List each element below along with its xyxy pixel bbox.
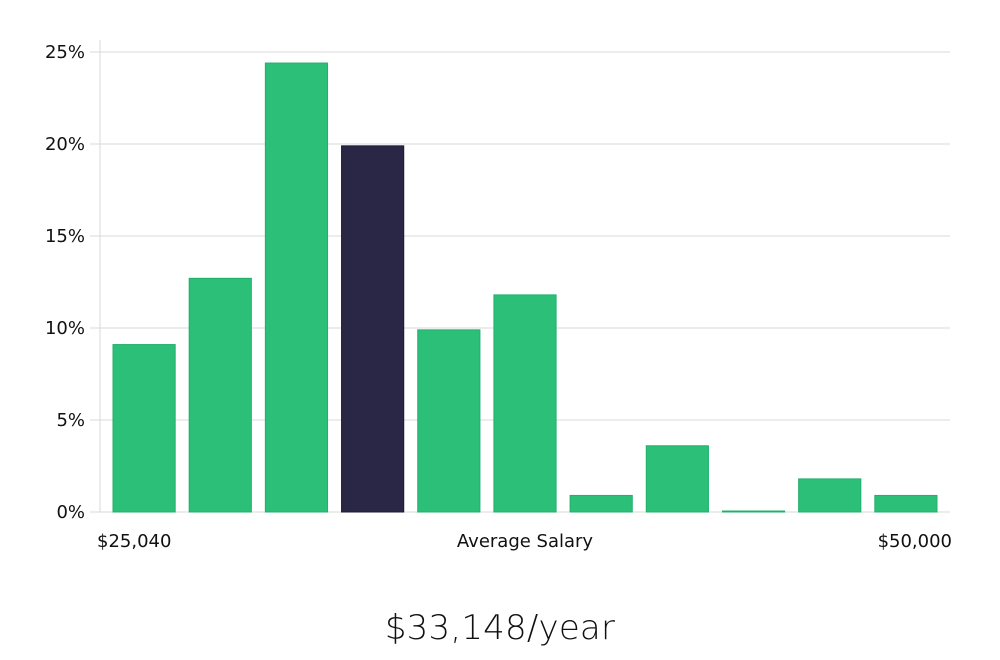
y-tick-label: 10% bbox=[45, 318, 85, 339]
y-tick-label: 15% bbox=[45, 226, 85, 247]
bar bbox=[798, 478, 862, 513]
bar bbox=[264, 62, 329, 513]
bar-highlighted bbox=[341, 145, 405, 513]
salary-histogram: 0%5%10%15%20%25% $25,040 Average Salary … bbox=[45, 40, 952, 552]
bar bbox=[493, 294, 557, 513]
y-axis-ticks: 0% 5% 10% 15% 20% 25% bbox=[45, 42, 85, 523]
bar bbox=[112, 344, 176, 513]
bar bbox=[645, 445, 709, 513]
bar bbox=[874, 494, 938, 513]
bar bbox=[569, 494, 633, 513]
y-tick-label: 0% bbox=[56, 502, 85, 523]
x-min-label: $25,040 bbox=[97, 531, 171, 552]
y-tick-label: 5% bbox=[56, 410, 85, 431]
y-tick-label: 25% bbox=[45, 42, 85, 63]
x-max-label: $50,000 bbox=[878, 531, 952, 552]
bar bbox=[188, 277, 252, 513]
bar bbox=[721, 510, 786, 513]
bars bbox=[112, 62, 938, 513]
average-salary-value: $33,148/year bbox=[384, 608, 616, 648]
y-tick-label: 20% bbox=[45, 134, 85, 155]
x-axis-label: Average Salary bbox=[457, 531, 594, 552]
bar bbox=[417, 329, 481, 513]
